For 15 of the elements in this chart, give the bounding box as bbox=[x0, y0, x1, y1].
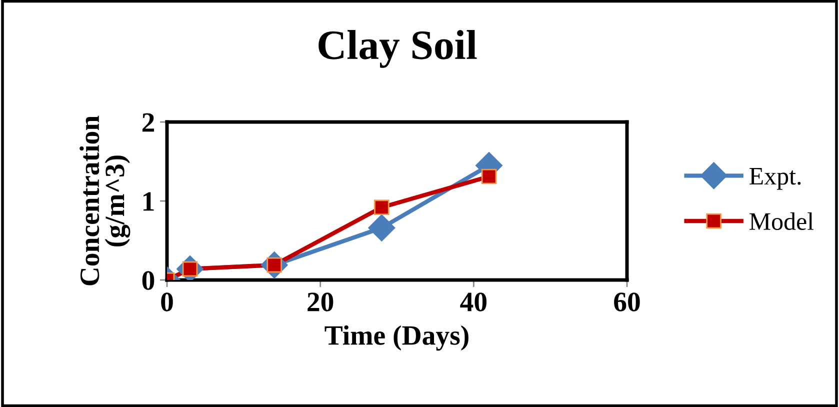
legend-label: Expt. bbox=[750, 168, 801, 190]
x-tick-label: 60 bbox=[614, 292, 640, 312]
chart-title: Clay Soil bbox=[318, 30, 477, 68]
legend-label: Model bbox=[750, 212, 814, 230]
y-tick-label: 1 bbox=[144, 192, 154, 211]
y-tick-label: 2 bbox=[142, 113, 154, 132]
x-axis-title: Time (Days) bbox=[324, 325, 468, 351]
x-tick-label: 0 bbox=[161, 292, 173, 312]
x-tick-label: 40 bbox=[460, 292, 486, 312]
point bbox=[374, 200, 390, 215]
y-axis-title: Concentration (g/m^3) bbox=[80, 116, 130, 286]
point bbox=[368, 214, 396, 242]
point bbox=[481, 168, 497, 184]
y-tick-label: 0 bbox=[142, 271, 154, 290]
x-tick-label: 20 bbox=[308, 292, 334, 312]
